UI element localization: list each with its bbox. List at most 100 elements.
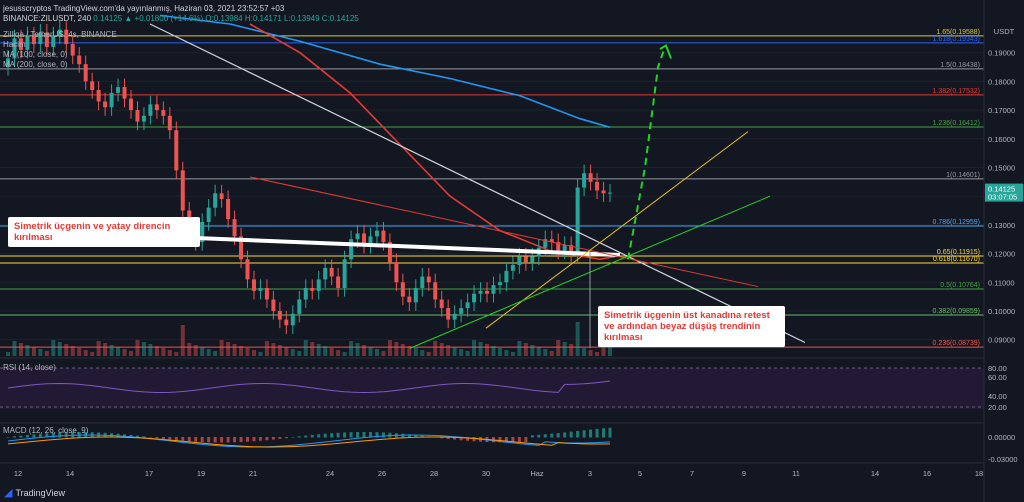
candle-body (400, 282, 405, 297)
volume-bar (426, 352, 431, 356)
candle-body (439, 299, 444, 309)
volume-bar (258, 352, 263, 356)
volume-bar (323, 346, 328, 356)
volume-bar (510, 352, 515, 356)
macd-histogram-bar (58, 432, 62, 438)
candle-body (64, 29, 69, 45)
candle-body (504, 270, 509, 283)
volume-bar (232, 344, 237, 356)
candle-body (128, 98, 133, 111)
volume-bar (504, 350, 509, 356)
volume-bar (277, 345, 282, 356)
x-tick-label: 5 (638, 469, 642, 478)
rsi-tick-label: 60.00 (988, 373, 1007, 382)
legend-title[interactable]: Zilliqa / TetherUS, 4s, BINANCE (3, 30, 117, 39)
macd-histogram-bar (271, 437, 275, 440)
volume-bar (465, 351, 470, 356)
arrow-head (659, 44, 672, 59)
volume-bar (290, 349, 295, 356)
volume-bar (556, 340, 561, 356)
fib-level-label: 1.618(0.19343) (933, 36, 980, 43)
macd-histogram-bar (25, 434, 29, 438)
volume-bar (128, 351, 133, 356)
candle-body (595, 181, 600, 191)
candle-body (154, 104, 159, 111)
volume-bar (6, 352, 10, 356)
volume-bar (536, 347, 541, 356)
volume-bar (174, 352, 179, 356)
macd-histogram-bar (200, 437, 204, 443)
volume-bar (601, 341, 606, 356)
macd-histogram-bar (595, 428, 599, 438)
legend-ma100[interactable]: MA (100, close, 0) (3, 50, 68, 59)
candle-body (588, 173, 593, 182)
volume-bar (200, 347, 205, 356)
macd-histogram-bar (142, 436, 146, 438)
volume-bar (180, 325, 185, 356)
candle-body (608, 192, 612, 194)
y-tick-label: 0.09000 (988, 336, 1015, 345)
candle-body (161, 110, 166, 116)
candle-body (148, 104, 153, 116)
legend-ma200[interactable]: MA (200, close, 0) (3, 60, 68, 69)
candle-body (381, 230, 386, 243)
volume-bar (446, 345, 451, 356)
last-price-label: 0.14125 (988, 185, 1015, 194)
rsi-tick-label: 40.00 (988, 392, 1007, 401)
macd-histogram-bar (414, 434, 418, 438)
macd-histogram-bar (226, 437, 230, 443)
candle-body (77, 55, 82, 65)
macd-histogram-bar (375, 432, 379, 438)
volume-bar (459, 349, 464, 356)
macd-histogram-bar (6, 437, 10, 438)
candle-body (271, 299, 276, 311)
volume-bar (362, 345, 367, 356)
candle-body (323, 267, 328, 280)
candle-body (219, 193, 224, 200)
macd-histogram-bar (537, 434, 541, 438)
candle-body (31, 35, 36, 45)
macd-histogram-bar (504, 437, 508, 443)
macd-histogram-bar (304, 435, 308, 438)
y-tick-label: 0.13000 (988, 221, 1015, 230)
volume-bar (83, 350, 88, 356)
macd-histogram-bar (19, 435, 23, 438)
volume-bar (303, 340, 308, 356)
macd-legend[interactable]: MACD (12, 26, close, 9) (3, 426, 89, 435)
macd-histogram-bar (459, 437, 463, 441)
volume-bar (582, 348, 587, 356)
macd-histogram-bar (297, 436, 301, 438)
tradingview-logo[interactable]: ◢ TradingView (4, 486, 65, 499)
candle-body (180, 170, 185, 211)
candle-body (362, 233, 367, 245)
x-tick-label: Haz (530, 469, 544, 478)
legend-volume[interactable]: Hacim (3, 40, 26, 49)
macd-histogram-bar (589, 429, 593, 438)
candle-body (549, 239, 554, 243)
y-tick-label: 0.16000 (988, 135, 1015, 144)
rsi-legend[interactable]: RSI (14, close) (3, 363, 56, 372)
macd-histogram-bar (239, 437, 243, 443)
candle-body (433, 282, 438, 300)
macd-histogram-bar (556, 433, 560, 438)
candle-body (303, 287, 308, 300)
candle-body (601, 190, 606, 194)
volume-bar (562, 342, 567, 356)
candle-body (70, 44, 75, 56)
volume-bar (103, 343, 108, 356)
candle-body (452, 313, 457, 320)
candle-body (116, 87, 121, 93)
macd-histogram-bar (258, 437, 262, 441)
annotation-triangle-breakout: Simetrik üçgenin ve yatay direncin kırıl… (8, 217, 200, 247)
volume-bar (595, 352, 600, 356)
macd-histogram-bar (187, 437, 191, 442)
ohlc-values: 0.14125 ▲ +0.01800 (+14.6%) O:0.13984 H:… (93, 14, 359, 23)
x-tick-label: 18 (975, 469, 983, 478)
candle-body (109, 92, 114, 108)
candle-body (420, 276, 425, 288)
macd-histogram-bar (64, 432, 68, 438)
volume-bar (407, 346, 412, 356)
volume-bar (608, 343, 612, 356)
candle-body (174, 130, 179, 171)
